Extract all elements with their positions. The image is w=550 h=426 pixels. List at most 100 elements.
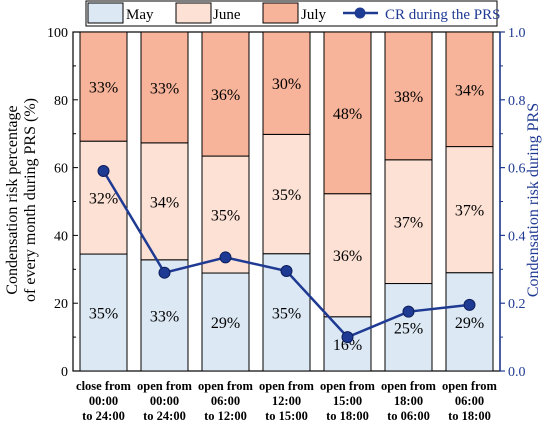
data-label-june-3: 35% bbox=[211, 208, 240, 225]
bar-july-6 bbox=[384, 31, 433, 161]
data-label-may-7: 29% bbox=[455, 315, 484, 332]
y-axis-title-line-2: of every month during PRS (%) bbox=[22, 98, 39, 302]
data-label-june-2: 34% bbox=[150, 194, 179, 211]
bar-june-2 bbox=[140, 142, 189, 261]
bar-july-4 bbox=[262, 31, 311, 135]
y2-tick-label-0.8: 0.8 bbox=[508, 94, 526, 109]
bar-june-7 bbox=[445, 146, 494, 274]
x-tick-label-line: to 15:00 bbox=[265, 409, 308, 423]
plot-area: 35% 32% 33% 33% 34% 33% 29% 35% 36% 35% 35% 30% 16% 3… bbox=[47, 26, 526, 423]
x-tick-label-6: open from 18:00 to 06:00 bbox=[381, 379, 437, 423]
x-tick-label-line: to 06:00 bbox=[387, 409, 430, 423]
bar-may-7 bbox=[445, 272, 494, 372]
bar-july-1 bbox=[79, 31, 128, 142]
x-tick-label-line: 18:00 bbox=[394, 394, 423, 408]
x-tick-label-line: open from bbox=[259, 379, 315, 393]
y2-tick-label-0.2: 0.2 bbox=[508, 297, 526, 312]
cr-point-6 bbox=[402, 305, 415, 318]
x-tick-label-line: open from bbox=[442, 379, 498, 393]
x-tick-label-line: 06:00 bbox=[211, 394, 240, 408]
y2-axis-title: Condensation risk during PRS bbox=[525, 103, 542, 297]
data-label-july-4: 30% bbox=[272, 76, 301, 93]
legend: May June July CR during the PRS bbox=[85, 0, 500, 27]
bar-july-2 bbox=[140, 31, 189, 144]
legend-label-june: June bbox=[213, 7, 241, 23]
data-label-june-5: 36% bbox=[333, 248, 362, 265]
data-label-july-1: 33% bbox=[89, 80, 118, 97]
data-label-may-3: 29% bbox=[211, 315, 240, 332]
cr-point-7 bbox=[463, 298, 476, 311]
bar-july-3 bbox=[201, 31, 250, 157]
data-label-july-3: 36% bbox=[211, 87, 240, 104]
x-tick-label-line: open from bbox=[198, 379, 254, 393]
y-tick-label-0: 0 bbox=[61, 365, 68, 380]
x-tick-label-line: to 18:00 bbox=[326, 409, 369, 423]
bar-june-4 bbox=[262, 133, 311, 255]
y-tick-label-60: 60 bbox=[54, 162, 68, 177]
bar-may-1 bbox=[79, 253, 128, 372]
x-tick-label-line: 12:00 bbox=[272, 394, 301, 408]
bar-june-5 bbox=[323, 193, 372, 318]
y-tick-label-40: 40 bbox=[54, 229, 68, 244]
x-tick-label-4: open from 12:00 to 15:00 bbox=[259, 379, 315, 423]
y-tick-label-80: 80 bbox=[54, 94, 68, 109]
x-tick-label-3: open from 06:00 to 12:00 bbox=[198, 379, 254, 423]
x-tick-label-7: open from 06:00 to 18:00 bbox=[442, 379, 498, 423]
legend-label-may: May bbox=[126, 7, 154, 23]
cr-point-3 bbox=[219, 251, 232, 264]
cr-point-5 bbox=[341, 331, 354, 344]
bar-june-6 bbox=[384, 159, 433, 285]
data-label-may-5: 16% bbox=[333, 337, 362, 354]
bar-july-7 bbox=[445, 31, 494, 148]
data-label-july-2: 33% bbox=[150, 80, 179, 97]
x-tick-label-line: to 24:00 bbox=[82, 409, 125, 423]
data-label-july-7: 34% bbox=[455, 82, 484, 99]
x-tick-label-line: to 12:00 bbox=[204, 409, 247, 423]
data-label-june-7: 37% bbox=[455, 203, 484, 220]
legend-label-cr: CR during the PRS bbox=[385, 7, 500, 23]
cr-point-1 bbox=[97, 164, 110, 177]
y2-tick-label-0.4: 0.4 bbox=[508, 229, 526, 244]
data-label-june-6: 37% bbox=[394, 215, 423, 232]
x-tick-label-line: 15:00 bbox=[333, 394, 362, 408]
y-axis-title-line-1: Condensation risk percentage bbox=[4, 105, 21, 294]
cr-point-4 bbox=[280, 264, 293, 277]
y-axis-title-text: Condensation risk percentageof every mon… bbox=[4, 98, 39, 302]
x-tick-label-2: open from 00:00 to 24:00 bbox=[137, 379, 193, 423]
data-label-may-6: 25% bbox=[394, 320, 423, 337]
legend-swatch-june bbox=[175, 2, 212, 24]
x-tick-label-line: close from bbox=[76, 379, 132, 393]
data-label-june-4: 35% bbox=[272, 187, 301, 204]
data-label-july-5: 48% bbox=[333, 106, 362, 123]
data-label-may-2: 33% bbox=[150, 308, 179, 325]
y2-tick-label-1.0: 1.0 bbox=[508, 26, 526, 41]
legend-swatch-may bbox=[87, 2, 124, 24]
y-tick-label-100: 100 bbox=[47, 26, 68, 41]
bar-may-5 bbox=[323, 316, 372, 372]
x-tick-label-line: 06:00 bbox=[455, 394, 484, 408]
x-tick-label-line: 00:00 bbox=[150, 394, 179, 408]
data-label-june-1: 32% bbox=[89, 191, 118, 208]
y2-tick-label-0.0: 0.0 bbox=[508, 365, 526, 380]
data-label-may-4: 35% bbox=[272, 305, 301, 322]
data-label-july-6: 38% bbox=[394, 89, 423, 106]
cr-point-2 bbox=[158, 266, 171, 279]
y2-tick-label-0.6: 0.6 bbox=[508, 162, 526, 177]
y-tick-label-20: 20 bbox=[54, 297, 68, 312]
x-tick-label-line: open from bbox=[137, 379, 193, 393]
y-axis-title: Condensation risk percentageof every mon… bbox=[4, 98, 39, 302]
x-tick-label-5: open from 15:00 to 18:00 bbox=[320, 379, 376, 423]
bar-may-6 bbox=[384, 283, 433, 372]
x-tick-label-line: to 18:00 bbox=[448, 409, 491, 423]
x-tick-label-1: close from 00:00 to 24:00 bbox=[76, 379, 132, 423]
data-label-may-1: 35% bbox=[89, 306, 118, 323]
x-tick-label-line: to 24:00 bbox=[143, 409, 186, 423]
legend-label-july: July bbox=[301, 7, 327, 23]
legend-swatch-july bbox=[262, 2, 299, 24]
x-tick-label-line: open from bbox=[381, 379, 437, 393]
bar-july-5 bbox=[323, 31, 372, 195]
x-tick-label-line: 00:00 bbox=[89, 394, 118, 408]
legend-line-marker bbox=[354, 7, 366, 19]
x-tick-label-line: open from bbox=[320, 379, 376, 393]
